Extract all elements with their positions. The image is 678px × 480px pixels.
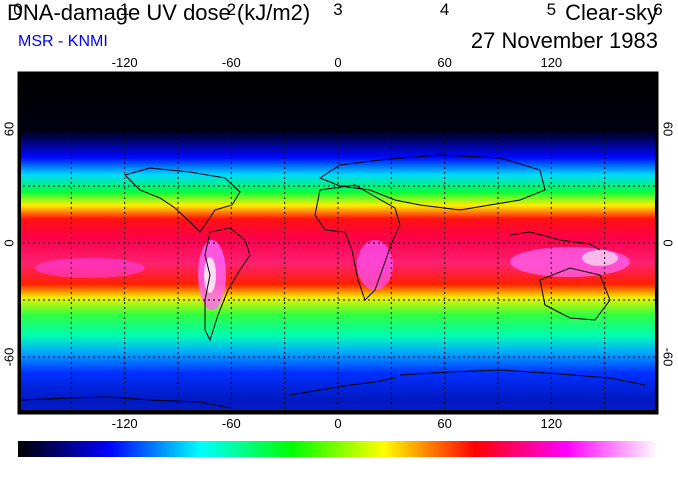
colorbar-tick-label: 2 — [226, 0, 237, 19]
colorbar — [18, 441, 658, 457]
lat-tick-label-left: 60 — [1, 121, 17, 137]
source-label: MSR - KNMI — [18, 33, 108, 50]
hotspots — [35, 240, 630, 310]
lon-tick-label-top: 0 — [334, 55, 342, 70]
lon-tick-label-top: -60 — [221, 55, 241, 70]
colorbar-tick-label: 6 — [653, 0, 663, 19]
colorbar-tick-label: 1 — [119, 0, 130, 19]
colorbar-tick-label: 3 — [333, 0, 343, 19]
lon-tick-label-bottom: -60 — [221, 416, 241, 431]
condition-label: Clear-sky — [565, 0, 658, 25]
coastlines — [21, 154, 646, 409]
colorbar-tick-label: 5 — [546, 0, 557, 19]
date-label: 27 November 1983 — [470, 28, 658, 53]
colorbar-tick-label: 4 — [439, 0, 450, 19]
colorbar-tick-label: 0 — [13, 0, 23, 19]
lon-tick-label-bottom: 60 — [437, 416, 452, 431]
lat-tick-label-right: 60 — [660, 121, 676, 137]
lon-tick-label-top: 60 — [437, 55, 452, 70]
lat-tick-label-right: -60 — [660, 347, 676, 367]
lon-tick-label-bottom: -120 — [111, 416, 138, 431]
lat-tick-label-left: 0 — [1, 239, 17, 247]
lat-tick-label-left: -60 — [1, 347, 17, 367]
lon-tick-label-top: -120 — [111, 55, 138, 70]
graticule — [18, 72, 658, 414]
map-title: DNA-damage UV dose (kJ/m2) — [7, 0, 311, 25]
lon-tick-label-bottom: 0 — [334, 416, 342, 431]
frame-border — [17, 71, 659, 415]
lon-tick-label-bottom: 120 — [540, 416, 563, 431]
lon-tick-label-top: 120 — [540, 55, 563, 70]
lat-tick-label-right: 0 — [660, 239, 676, 247]
